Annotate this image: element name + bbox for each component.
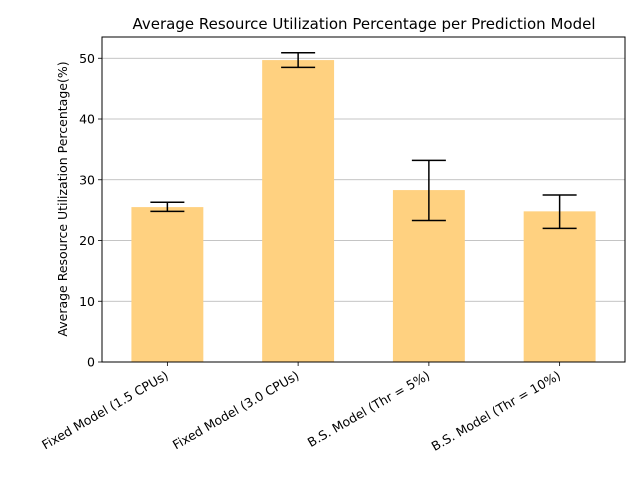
bars bbox=[131, 60, 596, 363]
y-tick-label: 0 bbox=[87, 355, 95, 370]
y-tick-label: 40 bbox=[79, 112, 95, 127]
y-axis: 0 10 20 30 40 50 bbox=[79, 51, 102, 370]
x-tick-label: Fixed Model (1.5 CPUs) bbox=[39, 368, 171, 453]
bar bbox=[523, 211, 596, 362]
x-tick-label: B.S. Model (Thr = 5%) bbox=[305, 368, 433, 450]
y-tick-label: 20 bbox=[79, 233, 95, 248]
error-bars bbox=[150, 52, 577, 230]
bar bbox=[131, 207, 204, 362]
x-axis: Fixed Model (1.5 CPUs) Fixed Model (3.0 C… bbox=[39, 362, 563, 454]
chart-title: Average Resource Utilization Percentage … bbox=[132, 15, 595, 33]
plot-frame bbox=[101, 36, 626, 363]
y-tick-label: 50 bbox=[79, 51, 95, 66]
x-tick-label: Fixed Model (3.0 CPUs) bbox=[170, 368, 302, 453]
bar bbox=[262, 60, 335, 363]
x-tick-label: B.S. Model (Thr = 10%) bbox=[429, 368, 563, 454]
y-tick-label: 10 bbox=[79, 294, 95, 309]
y-tick-label: 30 bbox=[79, 172, 95, 187]
y-axis-label: Average Resource Utilization Percentage(… bbox=[55, 61, 70, 336]
